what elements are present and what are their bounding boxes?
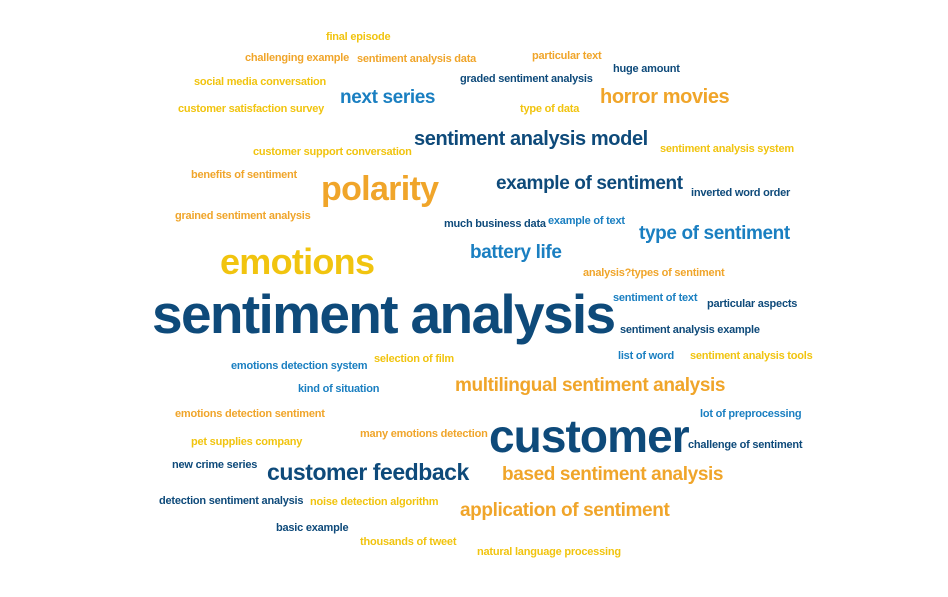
word-polarity: polarity	[321, 170, 439, 208]
word-graded-sentiment-analysis: graded sentiment analysis	[460, 73, 593, 85]
word-new-crime-series: new crime series	[172, 459, 258, 471]
word-sentiment-analysis-model: sentiment analysis model	[414, 128, 648, 150]
word-sentiment-analysis-system: sentiment analysis system	[660, 143, 794, 155]
word-horror-movies: horror movies	[600, 86, 730, 108]
word-battery-life: battery life	[470, 242, 562, 263]
word-selection-of-film: selection of film	[374, 353, 454, 365]
word-type-of-data: type of data	[520, 103, 580, 115]
word-much-business-data: much business data	[444, 218, 546, 230]
word-detection-sentiment-analysis: detection sentiment analysis	[159, 495, 304, 507]
word-many-emotions-detection: many emotions detection	[360, 428, 488, 440]
word-customer-satisfaction-survey: customer satisfaction survey	[178, 103, 325, 115]
word-particular-text: particular text	[532, 50, 602, 62]
word-example-of-text: example of text	[548, 215, 625, 227]
word-basic-example: basic example	[276, 522, 349, 534]
word-based-sentiment-analysis: based sentiment analysis	[502, 464, 724, 485]
word-social-media-conversation: social media conversation	[194, 76, 327, 88]
word-pet-supplies-company: pet supplies company	[191, 436, 303, 448]
word-customer: customer	[489, 410, 690, 462]
word-challenging-example: challenging example	[245, 52, 350, 64]
word-multilingual-sentiment-analysis: multilingual sentiment analysis	[455, 375, 726, 396]
word-final-episode: final episode	[326, 31, 391, 43]
word-next-series: next series	[340, 87, 436, 108]
word-application-of-sentiment: application of sentiment	[460, 500, 670, 521]
word-type-of-sentiment: type of sentiment	[639, 223, 790, 244]
word-analysis-types-of-sentiment: analysis?types of sentiment	[583, 267, 725, 279]
word-sentiment-analysis-data: sentiment analysis data	[357, 53, 477, 65]
word-sentiment-analysis: sentiment analysis	[152, 283, 616, 345]
word-sentiment-analysis-tools: sentiment analysis tools	[690, 350, 813, 362]
word-example-of-sentiment: example of sentiment	[496, 173, 683, 194]
word-particular-aspects: particular aspects	[707, 298, 798, 310]
word-huge-amount: huge amount	[613, 63, 680, 75]
word-emotions-detection-sentiment: emotions detection sentiment	[175, 408, 325, 420]
word-customer-support-conversation: customer support conversation	[253, 146, 412, 158]
word-natural-language-processing: natural language processing	[477, 546, 621, 558]
word-inverted-word-order: inverted word order	[691, 187, 791, 199]
word-list-of-word: list of word	[618, 350, 675, 362]
word-challenge-of-sentiment: challenge of sentiment	[688, 439, 803, 451]
word-lot-of-preprocessing: lot of preprocessing	[700, 408, 802, 420]
word-sentiment-of-text: sentiment of text	[613, 292, 698, 304]
word-benefits-of-sentiment: benefits of sentiment	[191, 169, 298, 181]
word-thousands-of-tweet: thousands of tweet	[360, 536, 457, 548]
word-noise-detection-algorithm: noise detection algorithm	[310, 496, 439, 508]
word-emotions-detection-system: emotions detection system	[231, 360, 368, 372]
word-sentiment-analysis-example: sentiment analysis example	[620, 324, 760, 336]
word-customer-feedback: customer feedback	[267, 459, 469, 485]
word-kind-of-situation: kind of situation	[298, 383, 380, 395]
word-grained-sentiment-analysis: grained sentiment analysis	[175, 210, 311, 222]
word-emotions: emotions	[220, 241, 375, 282]
